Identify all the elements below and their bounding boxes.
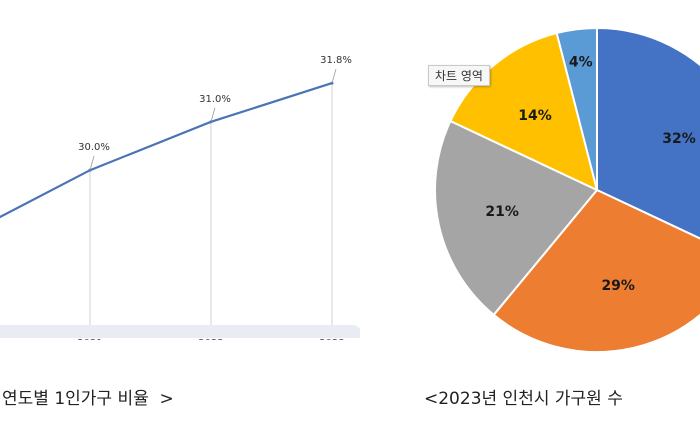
pie-chart: 32% 29% 21% 14% 4% (434, 26, 700, 353)
pie-slice-label: 32% (662, 131, 696, 147)
pie-slice-label: 29% (601, 278, 635, 294)
data-label: 31.8% (320, 55, 352, 66)
pie-slice (492, 188, 700, 353)
data-label-leader (210, 107, 216, 122)
data-label-leader (331, 68, 337, 84)
data-label: 31.0% (199, 94, 231, 105)
pie-slice-label: 4% (569, 54, 593, 70)
line-chart: 30.0% 31.0% 31.8% 2021 2022 2023 (0, 55, 360, 340)
pie-slice (596, 26, 700, 240)
x-tick-label: 2022 (198, 338, 223, 340)
pie-slice-label: 14% (518, 108, 552, 124)
pie-chart-caption: <2023년 인천시 가구원 수 (424, 389, 623, 409)
chart-floor (0, 325, 360, 338)
pie-slice (555, 26, 598, 191)
line-chart-caption: 연도별 1인가구 비율 > (2, 389, 174, 409)
data-label-leader (89, 156, 95, 171)
data-label: 30.0% (78, 142, 110, 153)
pie-slice (434, 119, 599, 317)
x-tick-label: 2021 (77, 338, 102, 340)
line-series (0, 82, 333, 219)
pie-slice-label: 21% (485, 204, 519, 220)
chart-area-tooltip: 차트 영역 (428, 65, 490, 86)
x-tick-label: 2023 (319, 338, 344, 340)
